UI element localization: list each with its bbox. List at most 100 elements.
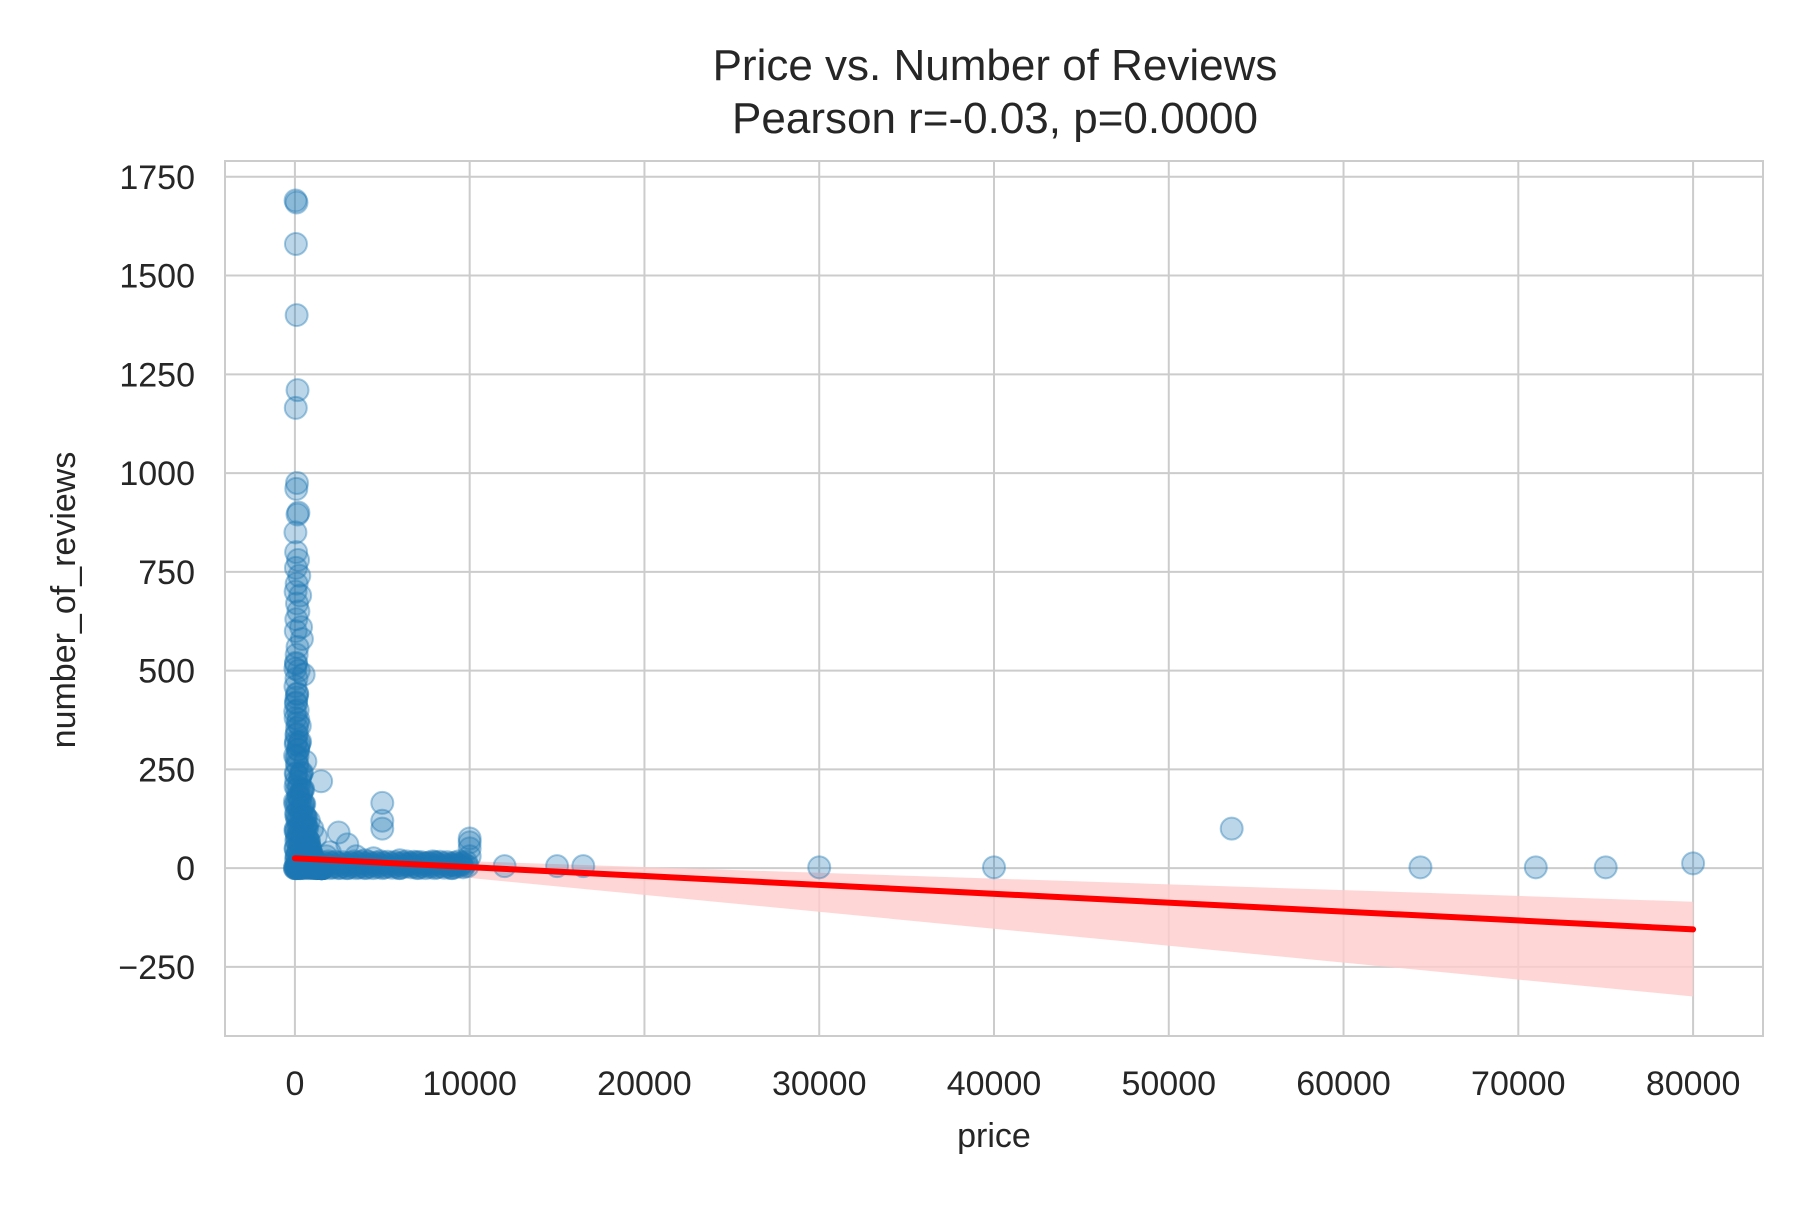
- data-point: [289, 615, 314, 640]
- data-point: [285, 793, 310, 818]
- data-point: [284, 685, 309, 710]
- data-point: [283, 792, 308, 817]
- data-point: [1681, 851, 1706, 876]
- data-point: [290, 831, 315, 856]
- data-point: [295, 827, 320, 852]
- y-tick-label: 500: [138, 653, 195, 691]
- data-point: [282, 789, 307, 814]
- data-point: [293, 829, 318, 854]
- data-point: [287, 769, 312, 794]
- data-point: [1408, 855, 1433, 880]
- data-point: [286, 599, 311, 624]
- data-point: [295, 827, 320, 852]
- data-point: [284, 666, 309, 691]
- data-point: [284, 607, 309, 632]
- data-point: [295, 816, 320, 841]
- data-point: [285, 743, 310, 768]
- data-point: [296, 828, 321, 853]
- data-point: [283, 699, 308, 724]
- data-point: [283, 395, 308, 420]
- data-point: [291, 821, 316, 846]
- data-point: [286, 737, 311, 762]
- data-point: [284, 802, 309, 827]
- data-point: [289, 760, 314, 785]
- data-point: [289, 778, 314, 803]
- data-point: [286, 500, 311, 525]
- data-point: [287, 713, 312, 738]
- data-point: [283, 656, 308, 681]
- data-point: [291, 818, 316, 843]
- data-point: [457, 836, 482, 861]
- data-point: [283, 188, 308, 213]
- data-point: [335, 832, 360, 857]
- data-point: [284, 652, 309, 677]
- data-point: [285, 470, 310, 495]
- data-point: [370, 808, 395, 833]
- data-point: [285, 808, 310, 833]
- data-point: [293, 749, 318, 774]
- data-point: [288, 832, 313, 857]
- data-point: [285, 777, 310, 802]
- data-point: [283, 743, 308, 768]
- data-point: [293, 831, 318, 856]
- data-point: [286, 775, 311, 800]
- data-point: [457, 830, 482, 855]
- y-tick-label: −250: [118, 949, 195, 987]
- data-point: [283, 691, 308, 716]
- data-point: [284, 745, 309, 770]
- confidence-band-layer: [294, 855, 1694, 997]
- data-point: [291, 792, 316, 817]
- data-point: [290, 760, 315, 785]
- data-point: [290, 812, 315, 837]
- data-point: [286, 805, 311, 830]
- data-point: [283, 650, 308, 675]
- data-point: [288, 824, 313, 849]
- x-tick-label: 60000: [1296, 1065, 1391, 1103]
- data-point: [286, 783, 311, 808]
- data-point: [287, 789, 312, 814]
- data-point: [293, 815, 318, 840]
- data-point: [284, 303, 309, 328]
- data-point: [285, 753, 310, 778]
- x-tick-labels: 0 10000 20000 30000 40000 50000 60000 70000 8000…: [285, 1065, 1740, 1103]
- data-point: [291, 806, 316, 831]
- confidence-band: [294, 855, 1694, 997]
- data-point: [286, 658, 311, 683]
- data-point: [284, 769, 309, 794]
- data-point: [283, 732, 308, 757]
- data-point: [287, 563, 312, 588]
- data-point: [285, 634, 310, 659]
- data-point: [285, 502, 310, 527]
- data-point: [284, 476, 309, 501]
- data-point: [288, 784, 313, 809]
- x-tick-label: 50000: [1121, 1065, 1216, 1103]
- data-point: [287, 796, 312, 821]
- regression-line: [291, 855, 1697, 933]
- data-point: [285, 682, 310, 707]
- data-point: [288, 762, 313, 787]
- data-point: [285, 681, 310, 706]
- data-point: [288, 832, 313, 857]
- y-tick-label: 250: [138, 751, 195, 789]
- y-tick-label: 1250: [119, 356, 195, 394]
- data-point: [284, 642, 309, 667]
- data-point: [297, 829, 322, 854]
- data-point: [300, 816, 325, 841]
- data-point: [291, 777, 316, 802]
- x-tick-label: 70000: [1471, 1065, 1566, 1103]
- data-point: [286, 733, 311, 758]
- data-point: [284, 690, 309, 715]
- data-point: [982, 855, 1006, 880]
- data-point: [288, 765, 313, 790]
- data-point: [457, 826, 482, 851]
- data-point: [283, 816, 308, 841]
- data-point: [288, 729, 313, 754]
- data-point: [309, 769, 334, 794]
- data-point: [283, 818, 308, 843]
- data-point: [284, 571, 309, 596]
- data-point: [326, 820, 351, 845]
- data-point: [285, 716, 310, 741]
- regression-line-layer: [291, 855, 1697, 933]
- data-point: [807, 855, 832, 880]
